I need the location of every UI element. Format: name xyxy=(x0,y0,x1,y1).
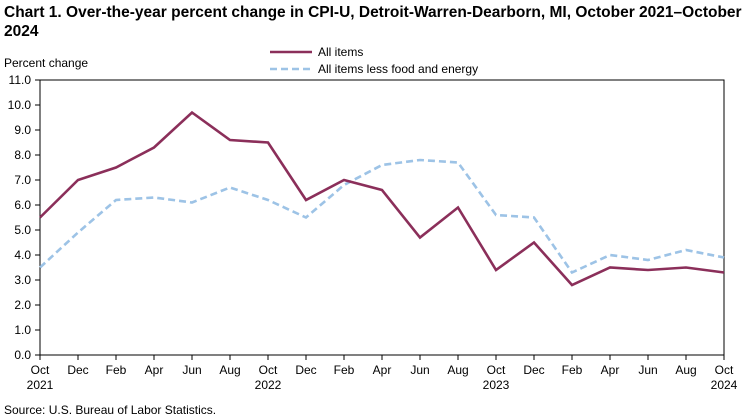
plot-area: 0.0 1.0 2.0 3.0 4.0 5.0 6.0 7.0 8.0 9.0 10.0 11.0 Oc… xyxy=(8,73,738,392)
y-tick-label: 2.0 xyxy=(14,298,31,312)
x-tick-label: Dec xyxy=(523,363,544,377)
x-tick-label: Aug xyxy=(447,363,468,377)
x-tick-year-label: 2023 xyxy=(483,378,510,392)
y-tick-label: 9.0 xyxy=(14,123,31,137)
y-tick-label: 1.0 xyxy=(14,323,31,337)
chart-title: Chart 1. Over-the-year percent change in… xyxy=(4,4,742,40)
plot-frame xyxy=(39,79,725,356)
y-tick-label: 5.0 xyxy=(14,223,31,237)
y-tick-label: 0.0 xyxy=(14,348,31,362)
series-line-all-items-less-food-and-energy xyxy=(39,158,725,275)
x-tick-label: Oct xyxy=(259,363,278,377)
legend-label-all-items-less-food-and-energy: All items less food and energy xyxy=(318,62,478,76)
y-tick-label: 10.0 xyxy=(8,98,32,112)
x-tick-year-label: 2021 xyxy=(27,378,54,392)
y-tick-label: 3.0 xyxy=(14,273,31,287)
series-line-all-items xyxy=(39,110,725,287)
x-tick-label: Jun xyxy=(410,363,429,377)
x-tick-year-label: 2022 xyxy=(255,378,282,392)
y-tick-label: 7.0 xyxy=(14,173,31,187)
x-tick-label: Feb xyxy=(562,363,583,377)
x-tick-year-label: 2024 xyxy=(711,378,738,392)
x-tick-label: Oct xyxy=(487,363,506,377)
x-tick-label: Feb xyxy=(106,363,127,377)
x-tick-label: Aug xyxy=(219,363,240,377)
x-tick-label: Dec xyxy=(67,363,88,377)
x-tick-label: Jun xyxy=(182,363,201,377)
x-tick-label: Jun xyxy=(638,363,657,377)
x-tick-label: Oct xyxy=(715,363,734,377)
x-tick-label: Apr xyxy=(373,363,392,377)
x-tick-label: Dec xyxy=(295,363,316,377)
y-tick-label: 8.0 xyxy=(14,148,31,162)
y-axis-label: Percent change xyxy=(4,56,88,70)
legend-label-all-items: All items xyxy=(318,45,363,59)
x-tick-label: Aug xyxy=(675,363,696,377)
source-note: Source: U.S. Bureau of Labor Statistics. xyxy=(4,403,217,417)
y-tick-label: 11.0 xyxy=(9,73,32,87)
legend: All items All items less food and energy xyxy=(270,45,478,76)
x-tick-label: Feb xyxy=(334,363,355,377)
y-tick-label: 6.0 xyxy=(14,198,31,212)
x-tick-label: Oct xyxy=(31,363,50,377)
x-tick-label: Apr xyxy=(601,363,620,377)
x-tick-label: Apr xyxy=(145,363,164,377)
y-tick-label: 4.0 xyxy=(14,248,31,262)
